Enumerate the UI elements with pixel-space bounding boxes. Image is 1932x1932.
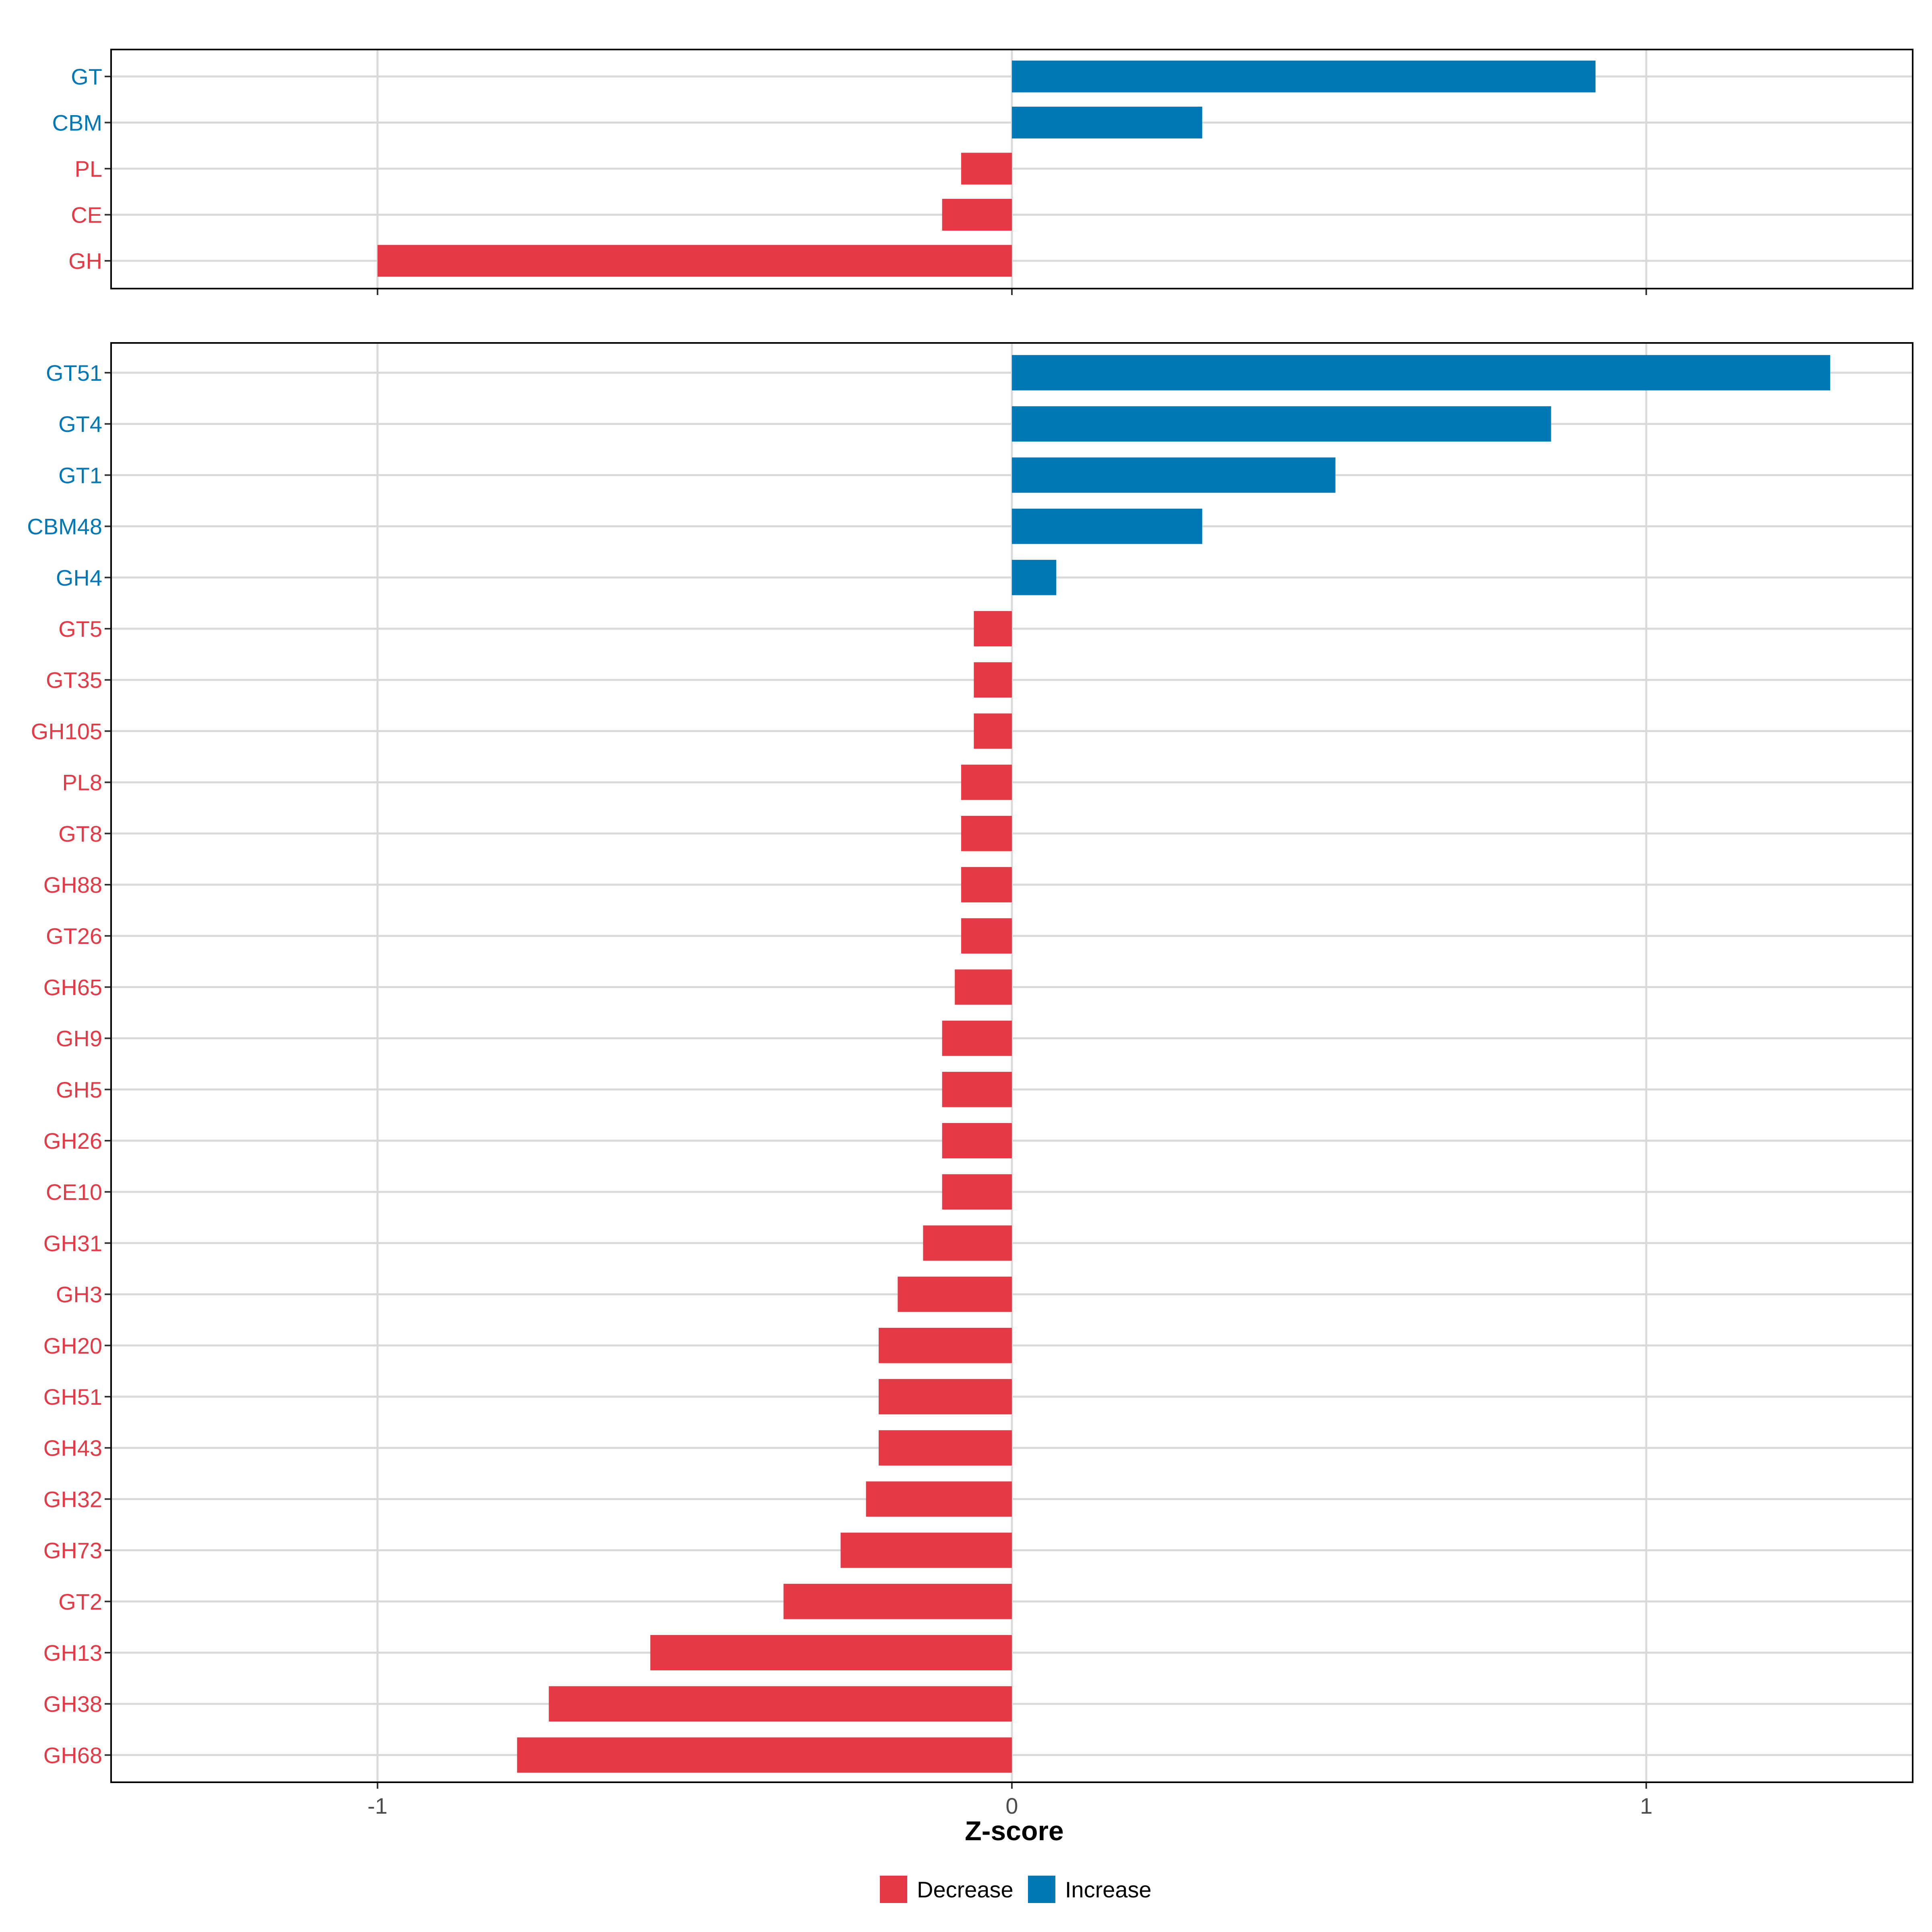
y-tick-label-gh88: GH88	[43, 872, 102, 898]
y-tick-label-gh43: GH43	[43, 1435, 102, 1461]
x-axis-title: Z-score	[965, 1816, 1064, 1846]
y-tick-label-gh26: GH26	[43, 1128, 102, 1154]
bar-gh73	[840, 1532, 1012, 1568]
top-panel: GT CBM PL CE GH	[52, 49, 1913, 295]
y-tick-label-gh20: GH20	[43, 1333, 102, 1358]
y-tick-label-gt35: GT35	[46, 667, 102, 693]
y-tick-label-gh13: GH13	[43, 1640, 102, 1666]
bar-gh9	[942, 1020, 1012, 1056]
bar-gt26	[961, 918, 1012, 954]
y-tick-label-gt1: GT1	[58, 462, 102, 488]
y-tick-label-gh105: GH105	[31, 718, 102, 744]
y-tick-label-gt5: GT5	[58, 616, 102, 642]
bar-gh32	[866, 1481, 1012, 1517]
bar-gt8	[961, 815, 1012, 851]
bar-gh88	[961, 867, 1012, 902]
bar-gh5	[942, 1071, 1012, 1107]
panel-border	[110, 49, 1913, 289]
y-tick-label-gh68: GH68	[43, 1742, 102, 1768]
y-tick-label-ce10: CE10	[46, 1179, 102, 1205]
bar-ce	[942, 198, 1012, 231]
legend: Decrease Increase	[880, 1876, 1152, 1903]
bottom-panel: GT51 GT4 GT1 CBM48 GH4 GT5 GT35 GH105 PL8 GT8 GH88…	[27, 342, 1913, 1818]
bar-gt	[1012, 60, 1596, 93]
bar-gh105	[974, 713, 1012, 749]
y-tick-label-ce: CE	[71, 202, 102, 228]
y-tick-label-cbm48: CBM48	[27, 514, 102, 539]
y-tick-label-gh32: GH32	[43, 1486, 102, 1512]
bar-pl8	[961, 764, 1012, 800]
bar-gh51	[879, 1379, 1012, 1414]
legend-label-decrease: Decrease	[917, 1877, 1013, 1902]
legend-key-increase	[1028, 1876, 1055, 1903]
y-tick-label-gt51: GT51	[46, 360, 102, 386]
bar-gh4	[1012, 559, 1057, 595]
bar-gh31	[923, 1225, 1012, 1261]
y-tick-label-gh73: GH73	[43, 1538, 102, 1563]
bar-gh	[377, 245, 1012, 277]
y-tick-label-pl: PL	[75, 156, 103, 182]
bar-gh26	[942, 1123, 1012, 1158]
y-tick-label-cbm: CBM	[52, 110, 102, 136]
y-tick-label-gh9: GH9	[56, 1026, 102, 1051]
bar-gh43	[879, 1430, 1012, 1466]
y-tick-label-gt26: GT26	[46, 923, 102, 949]
bar-ce10	[942, 1174, 1012, 1210]
y-tick-label-gh: GH	[68, 248, 102, 274]
y-tick-label-gt8: GT8	[58, 821, 102, 846]
bar-gh65	[955, 969, 1012, 1005]
bar-gt4	[1012, 406, 1551, 442]
legend-label-increase: Increase	[1065, 1877, 1152, 1902]
y-tick-label-gh31: GH31	[43, 1230, 102, 1256]
bar-gh38	[549, 1686, 1012, 1722]
panel-border	[110, 342, 1913, 1783]
x-tick-label: 0	[1005, 1793, 1018, 1818]
y-tick-label-gh51: GH51	[43, 1384, 102, 1410]
y-tick-label-gh3: GH3	[56, 1282, 102, 1307]
bar-pl	[961, 153, 1012, 185]
bar-gh20	[879, 1327, 1012, 1363]
y-tick-label-gt2: GT2	[58, 1589, 102, 1614]
y-tick-label-pl8: PL8	[62, 770, 102, 795]
y-tick-label-gt4: GT4	[58, 411, 102, 437]
bar-gt51	[1012, 355, 1831, 390]
y-tick-label-gt: GT	[71, 64, 102, 89]
y-tick-label-gh4: GH4	[56, 565, 102, 590]
x-tick-label: 1	[1640, 1793, 1652, 1818]
bar-cbm48	[1012, 508, 1202, 544]
bar-gt5	[974, 611, 1012, 646]
bar-gt2	[783, 1583, 1012, 1619]
y-tick-label-gh5: GH5	[56, 1077, 102, 1102]
legend-key-decrease	[880, 1876, 907, 1903]
bar-cbm	[1012, 106, 1202, 139]
bar-gt1	[1012, 457, 1335, 493]
bar-gt35	[974, 662, 1012, 698]
bar-gh3	[898, 1276, 1012, 1312]
y-tick-label-gh38: GH38	[43, 1691, 102, 1717]
bar-gh68	[517, 1737, 1012, 1773]
y-tick-label-gh65: GH65	[43, 974, 102, 1000]
bar-gh13	[650, 1635, 1012, 1670]
x-tick-label: -1	[367, 1793, 388, 1818]
